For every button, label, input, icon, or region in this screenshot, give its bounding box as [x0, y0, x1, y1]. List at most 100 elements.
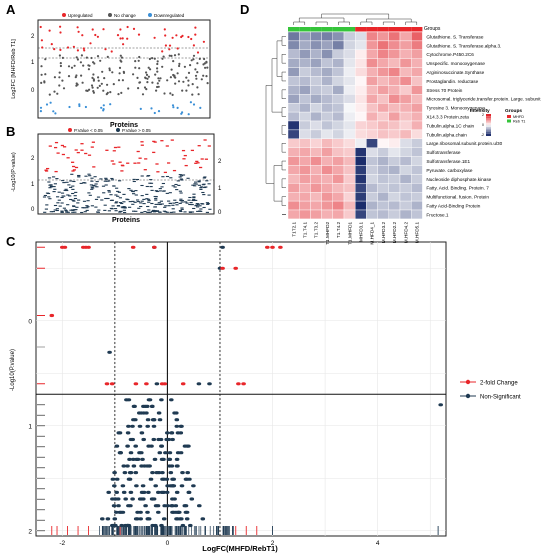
heatmap-cell: [332, 174, 345, 184]
heatmap-cell: [343, 129, 356, 139]
no-change-point: [177, 53, 180, 56]
heatmap-cell: [366, 156, 378, 166]
heatmap-cell: [343, 147, 356, 157]
no-change-point: [147, 66, 150, 69]
no-change-point: [137, 87, 140, 90]
no-change-point: [181, 89, 184, 92]
non-significant-point: [138, 517, 143, 521]
upregulated-point: [192, 44, 195, 47]
non-significant-point: [196, 382, 202, 386]
heatmap-cell: [411, 94, 423, 104]
no-change-point: [206, 82, 209, 85]
no-change-point: [173, 54, 177, 57]
heatmap-cell: [399, 200, 412, 211]
non-significant-point: [159, 523, 164, 528]
heatmap-cell: [310, 200, 322, 211]
intensity-scale-step: [486, 116, 491, 119]
row-label: X14.3.3 Protein.zeta: [426, 115, 469, 120]
heatmap-cell: [299, 94, 311, 104]
non-significant-point: [126, 424, 131, 428]
non-significant-point: [184, 444, 190, 448]
heatmap-cell: [343, 111, 356, 122]
upregulated-point: [110, 50, 113, 53]
heatmap-cell: [388, 183, 401, 193]
heatmap-cell: [321, 40, 334, 51]
panel-d-dendrogram: [265, 13, 418, 215]
no-change-point: [112, 83, 115, 86]
no-change-point: [62, 87, 66, 90]
panel-b-xlabel: Proteins: [112, 217, 140, 224]
heatmap-cell: [343, 94, 356, 104]
heatmap-cell: [399, 129, 412, 139]
heatmap-cell: [299, 209, 311, 220]
upregulated-point: [202, 40, 205, 43]
no-change-point: [168, 54, 171, 57]
non-significant-point: [139, 431, 145, 435]
no-change-point: [189, 64, 192, 67]
heatmap-cell: [388, 94, 401, 104]
non-significant-point: [152, 457, 158, 461]
column-label: T1.T4.2: [336, 222, 341, 239]
two-fold-change-point: [278, 245, 283, 249]
downregulated-point: [199, 106, 202, 109]
non-significant-point: [174, 418, 180, 422]
row-label: Nucleoside diphosphate.kinase: [426, 177, 491, 182]
no-change-point: [87, 64, 90, 67]
non-significant-point: [119, 523, 124, 528]
no-change-point: [191, 83, 194, 86]
heatmap-cell: [366, 174, 378, 184]
non-significant-point: [163, 451, 168, 455]
heatmap-cell: [411, 111, 423, 122]
column-label: M.HFD5.1: [415, 222, 420, 244]
heatmap-cell: [399, 76, 412, 86]
heatmap-cell: [287, 31, 300, 42]
non-significant-point: [170, 437, 175, 442]
upregulated-point: [164, 44, 167, 47]
no-change-point: [170, 54, 173, 58]
panel-d-row-labels: Glutathione. S. Transferase Glutathione. …: [426, 34, 541, 217]
non-significant-point: [125, 444, 130, 448]
legend-marker-p-high: [116, 128, 120, 132]
non-significant-point: [149, 444, 154, 448]
heatmap-cell: [366, 85, 378, 95]
heatmap-cell: [355, 165, 367, 175]
heatmap-cell: [310, 102, 322, 113]
panel-b-ytick-right: 0: [218, 210, 222, 216]
non-significant-point: [141, 490, 147, 494]
no-change-point: [194, 74, 198, 77]
non-significant-point: [125, 523, 130, 528]
heatmap-cell: [299, 67, 311, 77]
no-change-point: [117, 93, 120, 96]
no-change-point: [156, 70, 159, 73]
no-change-point: [157, 85, 160, 88]
no-change-point: [82, 64, 85, 67]
no-change-point: [80, 74, 83, 77]
heatmap-cell: [411, 156, 423, 166]
intensity-scale-step: [486, 114, 491, 117]
heatmap-cell: [287, 183, 300, 193]
non-significant-point: [184, 510, 190, 514]
column-label: T1.MHFD1: [347, 222, 352, 245]
row-label: Cytochrome.P450.2C6: [426, 52, 474, 57]
row-label: Unspecific. monooxygenase: [426, 61, 485, 66]
heatmap-cell: [411, 58, 423, 68]
no-change-point: [156, 62, 159, 66]
heatmap-cell: [310, 209, 322, 220]
heatmap-cell: [299, 76, 311, 86]
non-significant-point: [151, 497, 157, 501]
group-bar-cell: [355, 27, 367, 32]
heatmap-cell: [366, 111, 378, 122]
heatmap-cell: [343, 156, 356, 166]
heatmap-cell: [299, 40, 311, 51]
no-change-point: [40, 81, 43, 84]
upregulated-point: [171, 36, 174, 39]
no-change-point: [70, 66, 74, 69]
heatmap-cell: [355, 76, 367, 86]
legend-marker-p-low: [68, 128, 72, 132]
non-significant-point: [149, 404, 155, 408]
non-significant-point: [165, 484, 170, 488]
upregulated-point: [119, 37, 122, 40]
upregulated-point: [50, 43, 53, 46]
non-significant-point: [131, 418, 136, 422]
heatmap-cell: [355, 183, 367, 193]
